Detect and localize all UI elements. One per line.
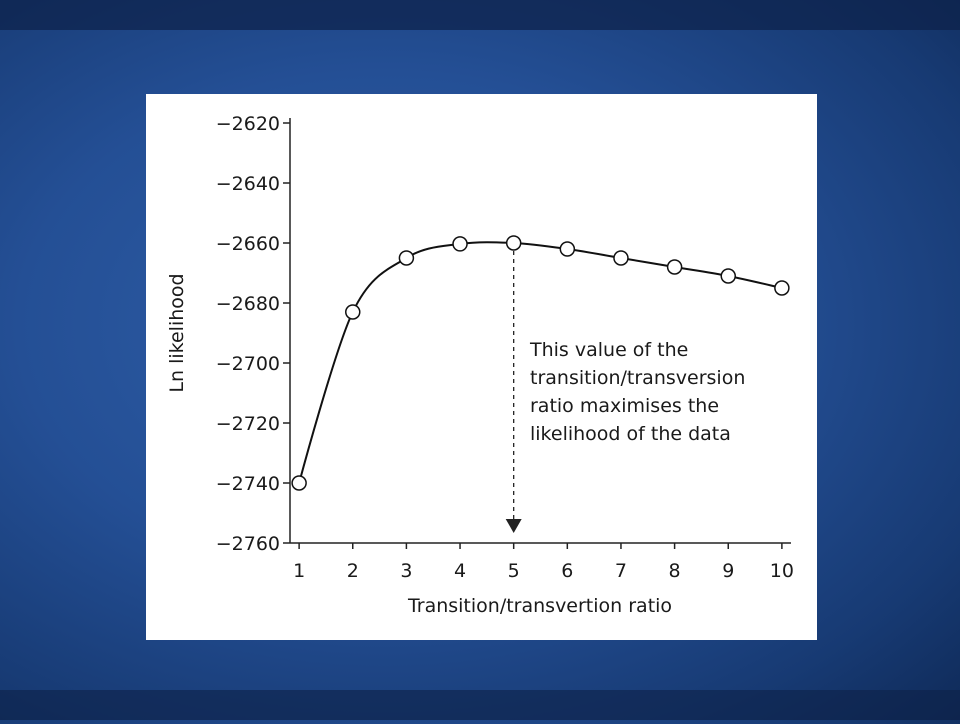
x-tick-label: 3	[400, 560, 412, 582]
x-tick-label: 10	[770, 560, 794, 582]
top-band	[0, 0, 960, 30]
x-tick-label: 1	[293, 560, 305, 582]
chart-panel	[146, 94, 817, 640]
point	[345, 304, 361, 320]
point	[452, 236, 468, 252]
point	[720, 268, 736, 284]
point	[613, 250, 629, 266]
y-axis-label: Ln likelihood	[166, 273, 188, 392]
bottom-band	[0, 690, 960, 720]
annotation-text: ratio maximises the	[530, 395, 719, 417]
y-tick-label: −2620	[216, 113, 280, 135]
x-tick-label: 6	[561, 560, 573, 582]
x-axis-label: Transition/transvertion ratio	[407, 595, 672, 617]
y-tick-label: −2680	[216, 293, 280, 315]
y-tick-label: −2720	[216, 413, 280, 435]
annotation-text: transition/transversion	[530, 367, 745, 389]
y-tick-label: −2740	[216, 473, 280, 495]
annotation-text: This value of the	[529, 339, 688, 361]
y-tick-label: −2640	[216, 173, 280, 195]
point	[774, 280, 790, 296]
x-tick-label: 8	[669, 560, 681, 582]
x-tick-label: 9	[722, 560, 734, 582]
x-tick-label: 5	[508, 560, 520, 582]
x-tick-label: 2	[347, 560, 359, 582]
y-tick-label: −2660	[216, 233, 280, 255]
point	[291, 475, 307, 491]
annotation-text: likelihood of the data	[530, 423, 731, 445]
point	[666, 259, 683, 275]
point	[398, 250, 415, 266]
y-tick-label: −2700	[216, 353, 280, 375]
point	[505, 235, 522, 251]
y-tick-label: −2760	[216, 533, 280, 555]
annotation-arrowhead	[505, 519, 522, 533]
x-tick-label: 4	[454, 560, 466, 582]
x-tick-label: 7	[615, 560, 627, 582]
point	[559, 241, 576, 257]
